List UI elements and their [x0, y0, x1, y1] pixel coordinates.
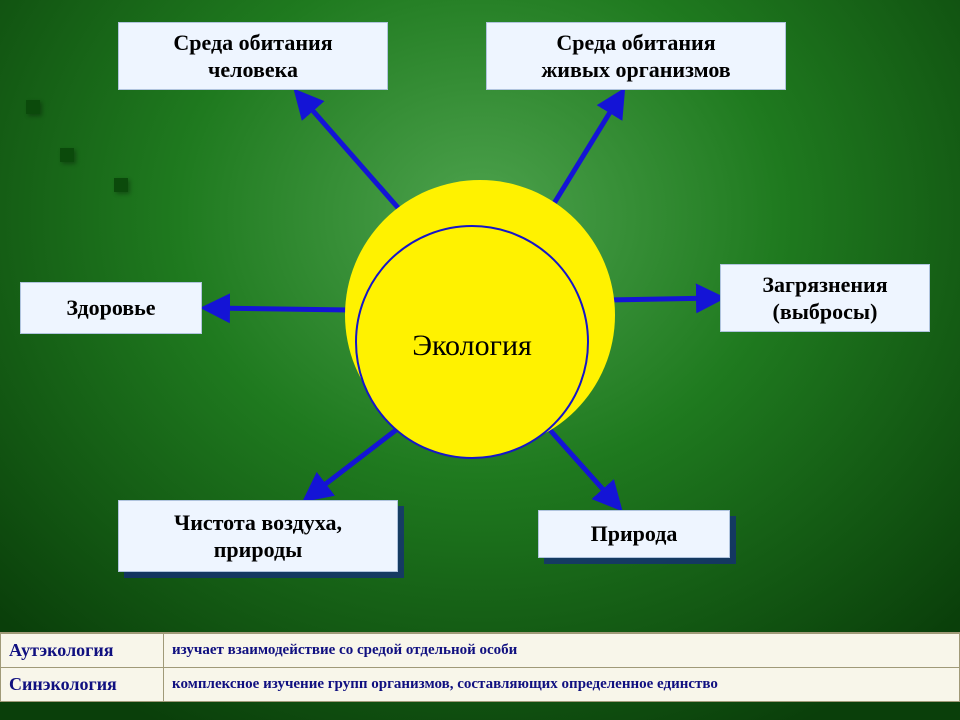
- center-front-circle: Экология: [355, 225, 589, 459]
- definition-term: Синэкология: [1, 668, 164, 702]
- box-habitat_organisms: Среда обитанияживых организмов: [486, 22, 786, 90]
- box-nature: Природа: [538, 510, 730, 558]
- box-habitat_human: Среда обитаниячеловека: [118, 22, 388, 90]
- definition-term: Аутэкология: [1, 634, 164, 668]
- box-label: Среда обитанияживых организмов: [541, 29, 730, 84]
- box-label: Чистота воздуха,природы: [174, 509, 342, 564]
- box-pollution: Загрязнения(выбросы): [720, 264, 930, 332]
- box-label: Среда обитаниячеловека: [173, 29, 332, 84]
- box-label: Природа: [591, 520, 678, 548]
- definition-row: Синэкологиякомплексное изучение групп ор…: [1, 668, 960, 702]
- decor-square: [26, 100, 40, 114]
- definitions-table: Аутэкологияизучает взаимодействие со сре…: [0, 632, 960, 702]
- definition-row: Аутэкологияизучает взаимодействие со сре…: [1, 634, 960, 668]
- decor-square: [60, 148, 74, 162]
- box-label: Здоровье: [66, 294, 155, 322]
- diagram-stage: Экология Среда обитаниячеловека Среда оби…: [0, 0, 960, 720]
- definition-text: комплексное изучение групп организмов, с…: [164, 668, 960, 702]
- center-label: Экология: [412, 329, 532, 363]
- definition-text: изучает взаимодействие со средой отдельн…: [164, 634, 960, 668]
- box-label: Загрязнения(выбросы): [762, 271, 887, 326]
- decor-square: [114, 178, 128, 192]
- box-clean_air: Чистота воздуха,природы: [118, 500, 398, 572]
- box-health: Здоровье: [20, 282, 202, 334]
